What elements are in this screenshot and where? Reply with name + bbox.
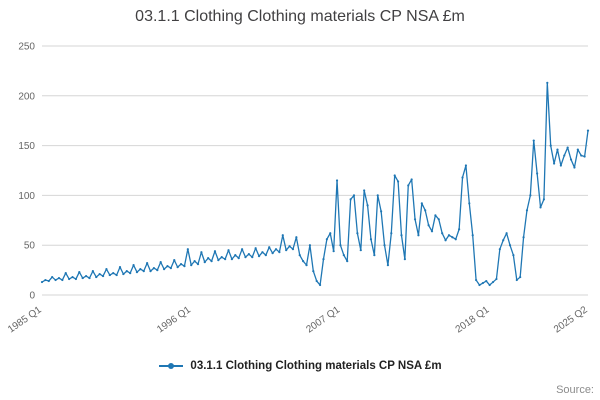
line-chart: 0 50 100 150 200 250 1985 Q1 1996 Q1 2007 Q1 2018… [6,42,590,336]
legend-line-icon [158,361,184,371]
x-tick-label: 1985 Q1 [6,304,44,335]
y-tick-label: 100 [18,191,35,202]
x-tick-label: 2007 Q1 [304,304,342,335]
x-tick-label: 1996 Q1 [155,304,193,335]
series-line [41,82,589,286]
gridlines: 0 50 100 150 200 250 [18,42,588,302]
y-tick-label: 250 [18,42,35,53]
y-tick-label: 150 [18,141,35,152]
series-markers [40,81,590,287]
x-tick-label: 2025 Q2 [552,304,590,335]
x-tick-label: 2018 Q1 [454,304,492,335]
legend-label: 03.1.1 Clothing Clothing materials CP NS… [190,360,442,372]
x-tick-labels: 1985 Q1 1996 Q1 2007 Q1 2018 Q1 2025 Q2 [6,304,590,335]
chart-area: 0 50 100 150 200 250 1985 Q1 1996 Q1 2007 Q1 2018… [0,30,600,350]
y-tick-label: 0 [29,291,35,302]
source-note: Source: [556,384,594,396]
y-tick-label: 50 [24,241,36,252]
legend: 03.1.1 Clothing Clothing materials CP NS… [0,360,600,372]
chart-title: 03.1.1 Clothing Clothing materials CP NS… [135,8,465,25]
y-tick-label: 200 [18,91,35,102]
